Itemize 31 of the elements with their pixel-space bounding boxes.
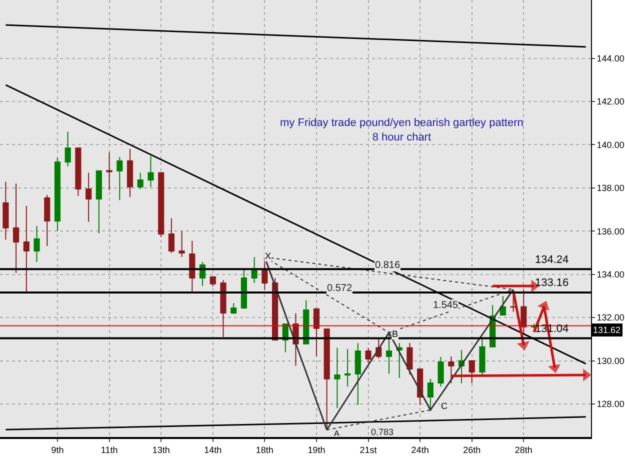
y-tick-label: 136.00 — [596, 226, 624, 236]
annotation: A — [334, 429, 340, 438]
annotation: C — [441, 401, 448, 411]
x-tick-label: 13th — [152, 444, 170, 455]
x-tick-label: 21st — [360, 444, 378, 455]
y-tick-label: 142.00 — [596, 96, 624, 107]
x-tick-label: 28th — [514, 444, 532, 455]
y-tick-label: 132.00 — [596, 312, 624, 323]
x-tick-label: 14th — [204, 444, 222, 455]
ref-line-label: 134.24 — [535, 254, 569, 266]
ref-line-label: 133.16 — [535, 277, 569, 289]
ref-line-label: 131.62 — [593, 325, 621, 335]
y-tick-label: 144.00 — [596, 53, 624, 64]
annotation: 0.816 — [375, 260, 400, 271]
x-tick-label: 26th — [463, 444, 481, 455]
x-tick-label: 11th — [100, 444, 118, 455]
y-tick-label: 128.00 — [596, 399, 624, 410]
annotation: X — [265, 251, 272, 261]
y-tick-label: 138.00 — [596, 183, 624, 194]
y-tick-label: 140.00 — [596, 140, 624, 150]
annotation: 0.572 — [327, 283, 352, 294]
y-tick-label: 130.00 — [596, 356, 624, 366]
y-tick-label: 134.00 — [596, 269, 624, 280]
annotation: 0.783 — [371, 427, 394, 437]
annotation: B — [392, 329, 398, 339]
annotation: my Friday trade pound/yen bearish gartley pattern 8 hour chart — [280, 117, 524, 144]
x-tick-label: 9th — [51, 444, 64, 455]
x-tick-label: 24th — [411, 444, 429, 455]
x-tick-label: 18th — [256, 444, 274, 455]
annotation: 1.545 — [433, 300, 458, 311]
x-tick-label: 19th — [308, 444, 326, 455]
